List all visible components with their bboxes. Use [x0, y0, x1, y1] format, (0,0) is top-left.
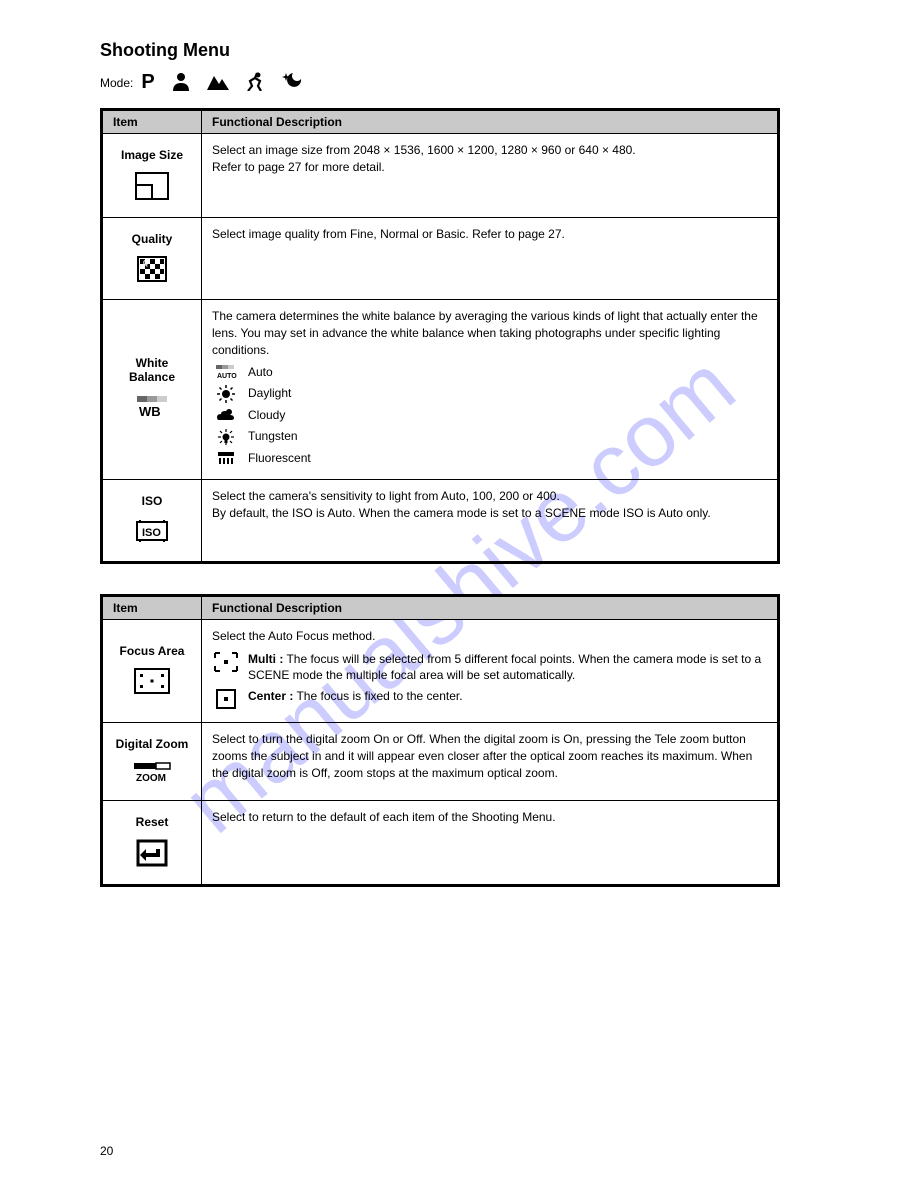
iso-label: ISO — [142, 494, 163, 508]
mode-landscape-icon — [207, 72, 229, 93]
wb-option-cloudy: Cloudy — [212, 407, 767, 424]
row-quality: Quality Q Select image quality — [102, 218, 779, 300]
focus-area-icon — [134, 668, 170, 697]
mode-p-icon: P — [141, 71, 154, 94]
mode-row: Mode: P — [100, 71, 818, 94]
center-af-icon — [212, 688, 240, 710]
wb-cloud-icon — [212, 407, 240, 423]
zoom-icon: ZOOM — [132, 761, 172, 786]
shooting-menu-table-1: Item Functional Description Image Size I… — [100, 108, 780, 564]
iso-desc-1: By default, the ISO is Auto. When the ca… — [212, 505, 767, 522]
reset-desc-0: Select to return to the default of each … — [212, 809, 767, 826]
row-reset: Reset Select to return to the default of… — [102, 801, 779, 886]
wb-icon: WB — [135, 394, 169, 423]
wb-cloudy-text: Cloudy — [248, 407, 285, 424]
mode-icons: P — [141, 71, 304, 94]
wb-bulb-icon — [212, 428, 240, 446]
page-content: Shooting Menu Mode: P Item Functional De… — [100, 40, 818, 887]
wb-option-tungsten: Tungsten — [212, 428, 767, 446]
col-head-item-2: Item — [102, 595, 202, 619]
af-options-list: Multi : The focus will be selected from … — [212, 651, 767, 711]
mode-label: Mode: — [100, 76, 133, 90]
reset-label: Reset — [136, 815, 169, 829]
page-number: 20 — [100, 1144, 113, 1158]
focus-area-label: Focus Area — [120, 644, 185, 658]
col-head-item: Item — [102, 110, 202, 134]
mode-night-icon — [281, 71, 305, 94]
image-size-icon — [135, 172, 169, 203]
svg-text:Q: Q — [143, 260, 149, 267]
wb-sun-icon — [212, 385, 240, 403]
af-center-body: The focus is fixed to the center. — [296, 689, 462, 703]
wb-option-auto: AUTO Auto — [212, 364, 767, 381]
wb-auto-icon: AUTO — [212, 364, 240, 380]
row-digital-zoom: Digital Zoom ZOOM Select to turn the dig… — [102, 723, 779, 801]
row-white-balance: White Balance WB The camera determines t… — [102, 300, 779, 480]
wb-options-list: AUTO Auto Daylight — [212, 364, 767, 466]
row-focus-area: Focus Area Select the Auto Focus method. — [102, 619, 779, 722]
shooting-menu-table-2: Item Functional Description Focus Area S… — [100, 594, 780, 887]
af-option-center: Center : The focus is fixed to the cente… — [212, 688, 767, 710]
svg-text:ZOOM: ZOOM — [136, 773, 166, 783]
image-size-label: Image Size — [121, 148, 183, 162]
af-center-text: Center : The focus is fixed to the cente… — [248, 688, 463, 705]
zoom-desc-0: Select to turn the digital zoom On or Of… — [212, 731, 767, 781]
focus-area-desc-0: Select the Auto Focus method. — [212, 628, 767, 645]
svg-text:WB: WB — [139, 404, 161, 419]
page-heading: Shooting Menu — [100, 40, 818, 61]
mode-sport-icon — [245, 71, 265, 94]
wb-option-daylight: Daylight — [212, 385, 767, 403]
svg-text:AUTO: AUTO — [217, 373, 237, 380]
zoom-label: Digital Zoom — [116, 737, 189, 751]
wb-tungsten-text: Tungsten — [248, 428, 298, 445]
svg-text:ISO: ISO — [142, 527, 161, 539]
wb-fluor-text: Fluorescent — [248, 450, 311, 467]
af-center-title: Center : — [248, 689, 293, 703]
multi-af-icon — [212, 651, 240, 673]
wb-label: White Balance — [113, 356, 191, 384]
wb-fluor-icon — [212, 450, 240, 466]
image-size-desc-1: Refer to page 27 for more detail. — [212, 159, 767, 176]
row-iso: ISO ISO Select the camera's sensitivity … — [102, 479, 779, 562]
iso-icon: ISO — [135, 518, 169, 547]
image-size-desc-0: Select an image size from 2048 × 1536, 1… — [212, 142, 767, 159]
reset-icon — [136, 839, 168, 870]
wb-desc-0: The camera determines the white balance … — [212, 308, 767, 358]
af-multi-text: Multi : The focus will be selected from … — [248, 651, 767, 685]
af-multi-body: The focus will be selected from 5 differ… — [248, 652, 761, 683]
iso-desc-0: Select the camera's sensitivity to light… — [212, 488, 767, 505]
af-option-multi: Multi : The focus will be selected from … — [212, 651, 767, 685]
col-head-func: Functional Description — [202, 110, 779, 134]
quality-desc-0: Select image quality from Fine, Normal o… — [212, 226, 767, 243]
wb-auto-text: Auto — [248, 364, 273, 381]
wb-daylight-text: Daylight — [248, 385, 291, 402]
wb-option-fluorescent: Fluorescent — [212, 450, 767, 467]
col-head-func-2: Functional Description — [202, 595, 779, 619]
row-image-size: Image Size Image Size Select an image si… — [102, 134, 779, 218]
quality-icon: Q — [137, 256, 167, 285]
af-multi-title: Multi : — [248, 652, 283, 666]
mode-portrait-icon — [171, 71, 191, 94]
quality-label: Quality — [132, 232, 173, 246]
